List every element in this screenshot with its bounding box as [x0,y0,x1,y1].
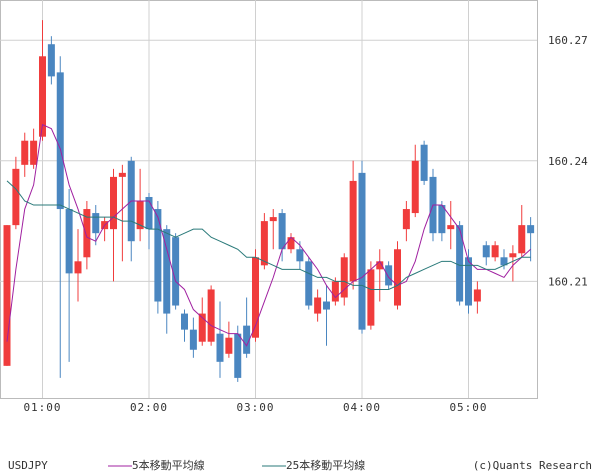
candle-body [83,209,91,258]
candle-body [243,325,251,354]
candle-body [420,144,428,181]
legend-label: 5本移動平均線 [132,458,205,472]
candle-body [340,257,348,298]
candle-body [473,289,481,302]
candle-body [385,265,393,286]
candle-body [349,180,357,282]
candle-body [287,237,295,250]
candle-body [154,209,162,302]
y-tick-label: 160.27 [548,34,588,47]
candle-body [465,257,472,306]
candle-body [216,333,224,362]
plot-frame [0,0,538,399]
candle-body [358,172,366,330]
candle-body [269,217,277,222]
candle-body [56,72,64,210]
x-tick-label: 02:00 [130,401,168,414]
legend-label: 25本移動平均線 [286,458,365,472]
candle-body [296,249,304,262]
candle-body [491,245,499,258]
candle-body [394,249,401,306]
candle-body [163,229,171,314]
candle-body [234,333,242,378]
candle-body [3,225,11,366]
candle-body [367,269,375,326]
candle-body [527,225,535,234]
candle-body [92,213,100,234]
candle-body [207,289,215,342]
candle-body [260,221,268,266]
candle-body [482,245,490,258]
candle-body [314,297,322,314]
candle-body [252,257,259,338]
candle-body [30,140,38,165]
candle-body [189,329,197,350]
candle-body [509,253,517,258]
candle-body [305,261,313,306]
candle-body [12,168,20,226]
candle-body [323,301,330,310]
x-tick-label: 05:00 [449,401,487,414]
candle-body [438,205,446,234]
candle-body [39,56,46,137]
candle-body [500,257,508,266]
candle-body [65,209,73,274]
candle-body [110,176,117,230]
candle-body [278,213,286,250]
symbol-label: USDJPY [8,459,48,472]
candle-body [145,196,153,230]
candle-body [118,172,126,177]
credit: (c)Quants Research [473,459,592,472]
candle-body [456,225,464,302]
x-tick-label: 04:00 [343,401,381,414]
candle-body [411,160,419,214]
moving-average-line [6,123,531,347]
candle-body [447,225,455,230]
candle-body [402,209,410,230]
x-tick-label: 01:00 [23,401,61,414]
candle-body [136,201,144,230]
candle-body [518,225,526,254]
y-tick-label: 160.21 [548,275,588,288]
candle-body [21,140,29,165]
candle-body [198,313,206,342]
moving-average-line [6,180,531,290]
x-tick-label: 03:00 [236,401,274,414]
candle-body [181,313,188,330]
candle-body [225,337,233,354]
candle-body [376,261,384,270]
candle-body [74,261,82,274]
candle-body [172,237,180,306]
candle-body [47,44,55,77]
y-tick-label: 160.24 [548,155,588,168]
candle-body [331,281,339,302]
